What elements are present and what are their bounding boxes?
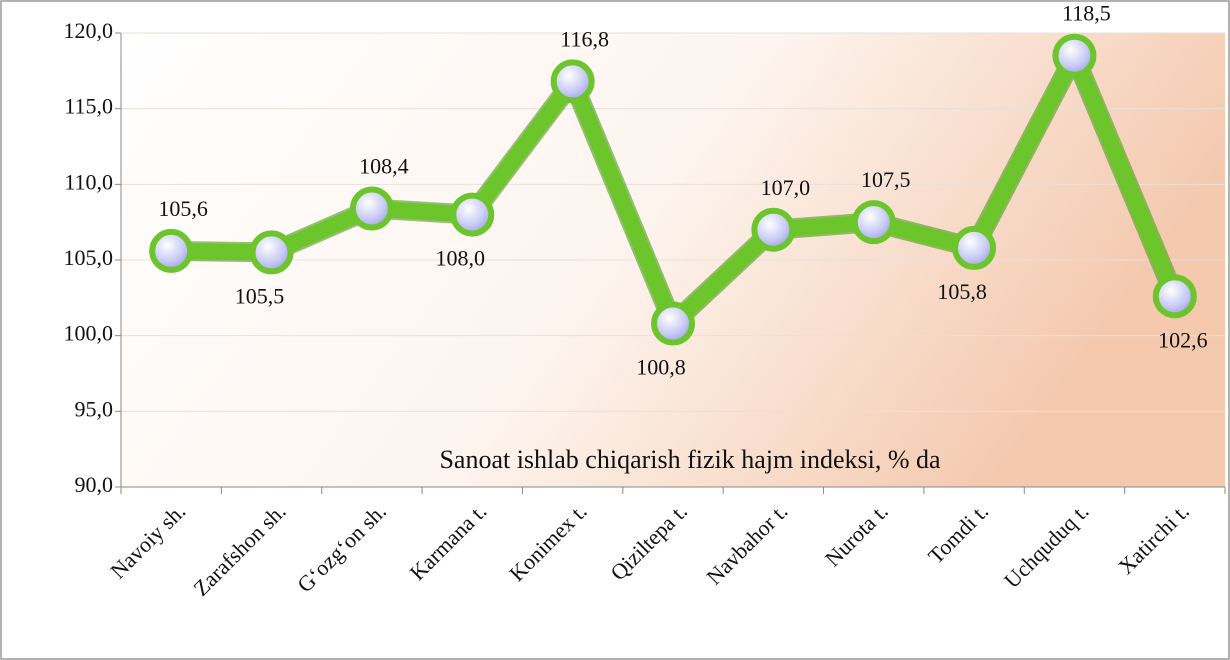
data-label: 105,8 xyxy=(937,279,987,304)
marker xyxy=(1152,274,1197,319)
marker xyxy=(249,230,294,275)
data-label: 108,0 xyxy=(436,246,486,271)
data-label: 105,6 xyxy=(158,196,208,221)
marker xyxy=(1052,33,1097,78)
marker xyxy=(550,59,595,104)
data-label: 118,5 xyxy=(1062,1,1111,26)
annotation: Sanoat ishlab chiqarish fizik hajm indek… xyxy=(439,445,941,474)
y-tick-label: 95,0 xyxy=(75,396,114,421)
y-tick-label: 100,0 xyxy=(64,321,114,346)
data-label: 100,8 xyxy=(636,355,686,380)
marker xyxy=(851,200,896,245)
y-tick-label: 120,0 xyxy=(64,18,114,43)
marker xyxy=(751,207,796,252)
marker xyxy=(349,186,394,231)
marker xyxy=(952,225,997,270)
data-label: 116,8 xyxy=(560,26,609,51)
marker xyxy=(651,301,695,346)
data-label: 105,5 xyxy=(235,283,285,308)
marker xyxy=(149,228,194,273)
y-tick-label: 105,0 xyxy=(64,245,114,270)
data-label: 107,0 xyxy=(761,175,811,200)
y-tick-label: 115,0 xyxy=(64,94,113,119)
data-label: 108,4 xyxy=(359,154,409,179)
y-tick-label: 110,0 xyxy=(64,169,113,194)
data-label: 107,5 xyxy=(861,167,911,192)
marker xyxy=(450,192,495,237)
y-tick-label: 90,0 xyxy=(75,472,114,497)
data-label: 102,6 xyxy=(1158,327,1208,352)
